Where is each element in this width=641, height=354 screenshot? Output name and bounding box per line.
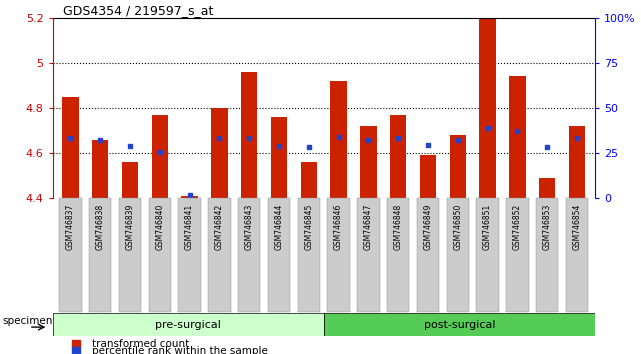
Text: GDS4354 / 219597_s_at: GDS4354 / 219597_s_at: [63, 4, 214, 17]
Bar: [271, 117, 287, 198]
Text: post-surgical: post-surgical: [424, 320, 495, 330]
Text: GSM746840: GSM746840: [155, 204, 164, 250]
Text: specimen: specimen: [3, 316, 53, 326]
Text: GSM746844: GSM746844: [274, 204, 283, 250]
Bar: [241, 72, 258, 198]
Text: GSM746841: GSM746841: [185, 204, 194, 250]
FancyBboxPatch shape: [149, 198, 171, 312]
Bar: [181, 196, 198, 198]
FancyBboxPatch shape: [89, 198, 112, 312]
FancyBboxPatch shape: [208, 198, 231, 312]
FancyBboxPatch shape: [417, 198, 439, 312]
Text: GSM746847: GSM746847: [364, 204, 373, 250]
Bar: [539, 178, 555, 198]
FancyBboxPatch shape: [268, 198, 290, 312]
Bar: [324, 313, 595, 336]
Text: GSM746837: GSM746837: [66, 204, 75, 250]
Bar: [62, 97, 79, 198]
FancyBboxPatch shape: [476, 198, 499, 312]
Bar: [390, 115, 406, 198]
Text: GSM746854: GSM746854: [572, 204, 581, 250]
FancyBboxPatch shape: [178, 198, 201, 312]
Text: GSM746846: GSM746846: [334, 204, 343, 250]
Text: pre-surgical: pre-surgical: [155, 320, 221, 330]
Bar: [449, 135, 466, 198]
Bar: [330, 81, 347, 198]
FancyBboxPatch shape: [387, 198, 410, 312]
FancyBboxPatch shape: [297, 198, 320, 312]
Bar: [152, 115, 168, 198]
FancyBboxPatch shape: [357, 198, 379, 312]
FancyBboxPatch shape: [238, 198, 260, 312]
Bar: [479, 18, 495, 198]
Bar: [420, 155, 436, 198]
Text: GSM746852: GSM746852: [513, 204, 522, 250]
FancyBboxPatch shape: [506, 198, 529, 312]
Bar: [212, 108, 228, 198]
Text: GSM746851: GSM746851: [483, 204, 492, 250]
Text: GSM746853: GSM746853: [543, 204, 552, 250]
FancyBboxPatch shape: [566, 198, 588, 312]
Text: percentile rank within the sample: percentile rank within the sample: [92, 346, 268, 354]
Text: GSM746843: GSM746843: [245, 204, 254, 250]
FancyBboxPatch shape: [447, 198, 469, 312]
Text: GSM746845: GSM746845: [304, 204, 313, 250]
Text: GSM746839: GSM746839: [126, 204, 135, 250]
Text: GSM746850: GSM746850: [453, 204, 462, 250]
Text: GSM746848: GSM746848: [394, 204, 403, 250]
FancyBboxPatch shape: [59, 198, 81, 312]
Bar: [569, 126, 585, 198]
Bar: [509, 76, 526, 198]
Text: GSM746849: GSM746849: [424, 204, 433, 250]
Bar: [53, 313, 324, 336]
FancyBboxPatch shape: [119, 198, 141, 312]
Text: GSM746838: GSM746838: [96, 204, 104, 250]
Bar: [301, 162, 317, 198]
Text: GSM746842: GSM746842: [215, 204, 224, 250]
Bar: [360, 126, 377, 198]
Bar: [92, 139, 108, 198]
Bar: [122, 162, 138, 198]
FancyBboxPatch shape: [536, 198, 558, 312]
FancyBboxPatch shape: [328, 198, 350, 312]
Text: transformed count: transformed count: [92, 339, 189, 349]
